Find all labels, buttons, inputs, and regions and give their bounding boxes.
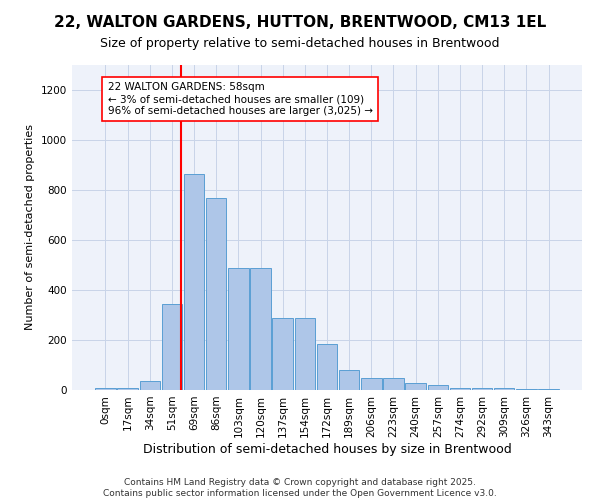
Bar [361, 378, 382, 390]
Text: 22 WALTON GARDENS: 58sqm
← 3% of semi-detached houses are smaller (109)
96% of s: 22 WALTON GARDENS: 58sqm ← 3% of semi-de… [107, 82, 373, 116]
Y-axis label: Number of semi-detached properties: Number of semi-detached properties [25, 124, 35, 330]
Bar [95, 388, 116, 390]
Bar [140, 381, 160, 390]
Bar [339, 370, 359, 390]
Bar [184, 174, 204, 390]
X-axis label: Distribution of semi-detached houses by size in Brentwood: Distribution of semi-detached houses by … [143, 442, 511, 456]
Bar [494, 388, 514, 390]
Bar [228, 268, 248, 390]
Bar [317, 344, 337, 390]
Text: Contains HM Land Registry data © Crown copyright and database right 2025.
Contai: Contains HM Land Registry data © Crown c… [103, 478, 497, 498]
Bar [272, 318, 293, 390]
Bar [428, 385, 448, 390]
Bar [538, 389, 559, 390]
Bar [383, 378, 404, 390]
Bar [472, 388, 493, 390]
Bar [516, 389, 536, 390]
Bar [406, 382, 426, 390]
Bar [295, 318, 315, 390]
Bar [250, 268, 271, 390]
Text: 22, WALTON GARDENS, HUTTON, BRENTWOOD, CM13 1EL: 22, WALTON GARDENS, HUTTON, BRENTWOOD, C… [54, 15, 546, 30]
Bar [161, 304, 182, 390]
Bar [206, 198, 226, 390]
Bar [118, 388, 138, 390]
Text: Size of property relative to semi-detached houses in Brentwood: Size of property relative to semi-detach… [100, 38, 500, 51]
Bar [450, 388, 470, 390]
